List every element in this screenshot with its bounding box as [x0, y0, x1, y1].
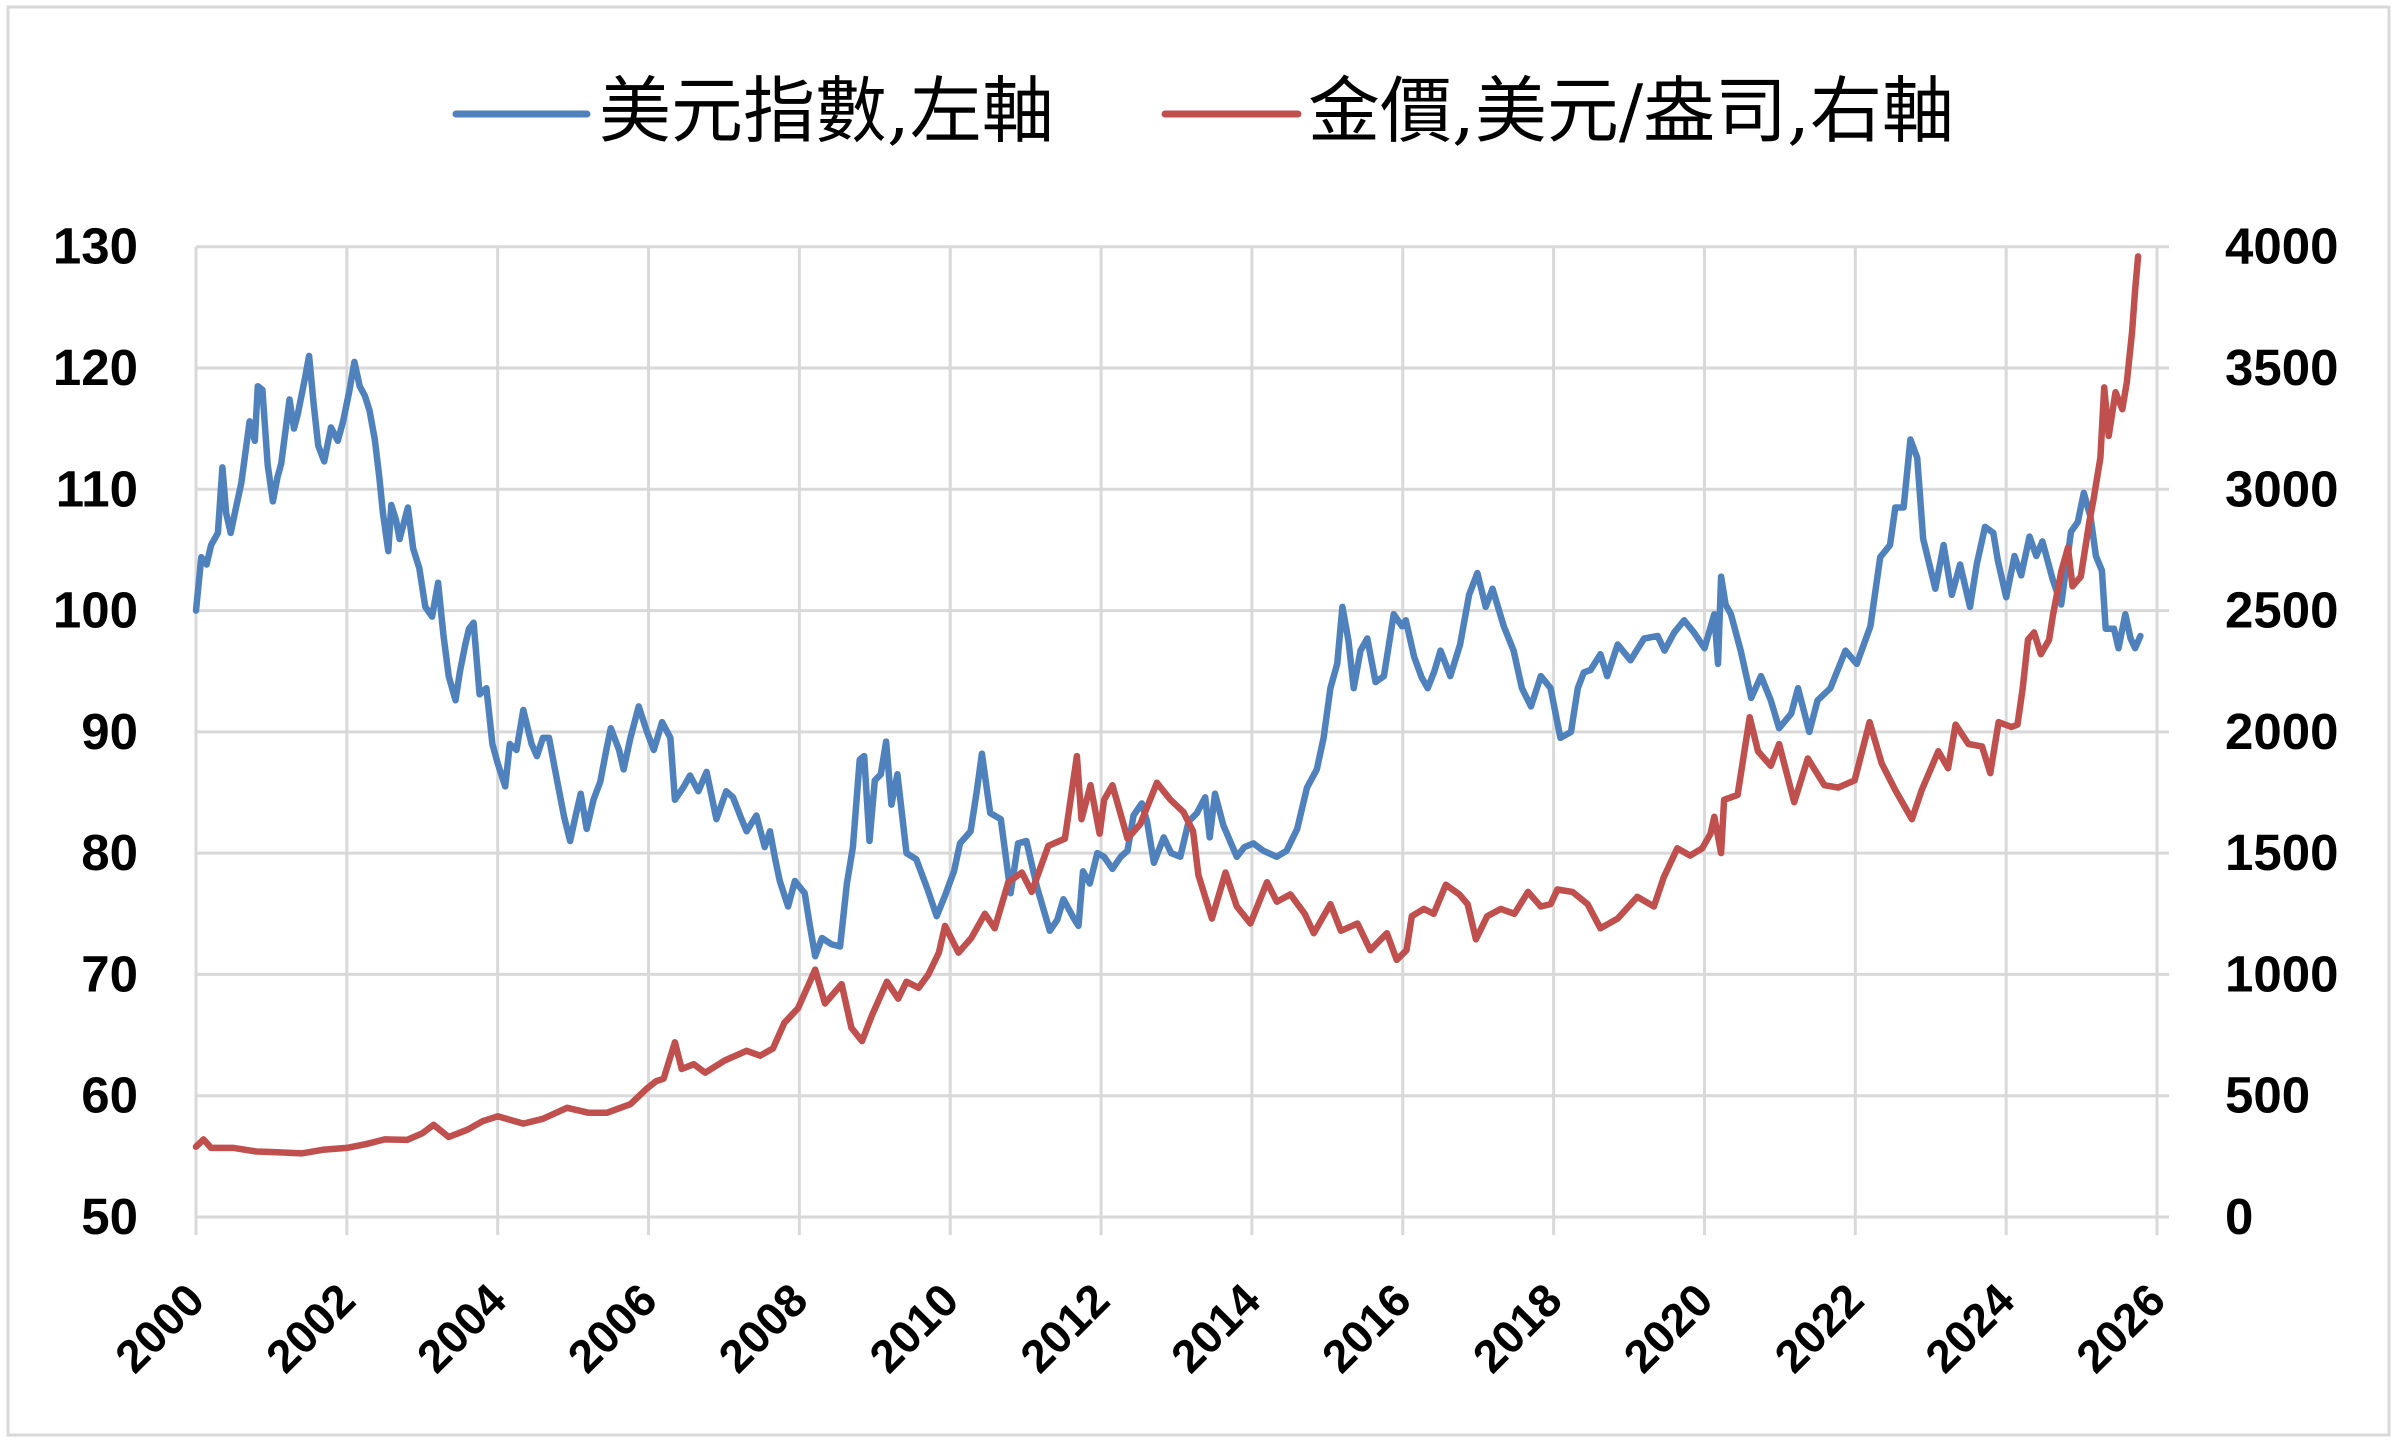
y-left-tick-label: 100	[53, 582, 138, 639]
y-right-tick-label: 0	[2225, 1188, 2253, 1245]
y-right-tick-label: 1500	[2225, 824, 2338, 881]
y-left-tick-label: 60	[81, 1067, 138, 1124]
y-left-tick-label: 70	[81, 945, 138, 1002]
series-line-gold-price	[192, 253, 2142, 1157]
plot-series	[192, 253, 2144, 1157]
chart-border	[6, 5, 2391, 1437]
y-right-tick-label: 2500	[2225, 582, 2338, 639]
y-right-tick-label: 3500	[2225, 339, 2338, 396]
legend: 美元指數,左軸 金價,美元/盎司,右軸	[452, 69, 1954, 153]
legend-label-usd-index: 美元指數,左軸	[599, 69, 1054, 153]
series-line-usd-index	[192, 352, 2144, 960]
y-right-tick-label: 3000	[2225, 460, 2338, 517]
gridlines	[194, 245, 2169, 1235]
legend-item-gold-price: 金價,美元/盎司,右軸	[1161, 69, 1954, 153]
y-left-tick-label: 50	[81, 1188, 138, 1245]
y-right-tick-label: 4000	[2225, 218, 2338, 275]
y-right-tick-label: 500	[2225, 1067, 2310, 1124]
y-left-tick-label: 80	[81, 824, 138, 881]
y-right-tick-label: 1000	[2225, 945, 2338, 1002]
y-axis-left: 50 60 70 80 90 100 110 120 130	[53, 218, 138, 1245]
legend-label-gold-price: 金價,美元/盎司,右軸	[1308, 69, 1954, 153]
y-left-tick-label: 120	[53, 339, 138, 396]
y-axis-right: 0 500 1000 1500 2000 2500 3000 3500 4000	[2225, 218, 2338, 1245]
legend-item-usd-index: 美元指數,左軸	[452, 69, 1054, 153]
y-right-tick-label: 2000	[2225, 703, 2338, 760]
y-left-tick-label: 90	[81, 703, 138, 760]
y-left-tick-label: 130	[53, 218, 138, 275]
y-left-tick-label: 110	[56, 460, 138, 517]
